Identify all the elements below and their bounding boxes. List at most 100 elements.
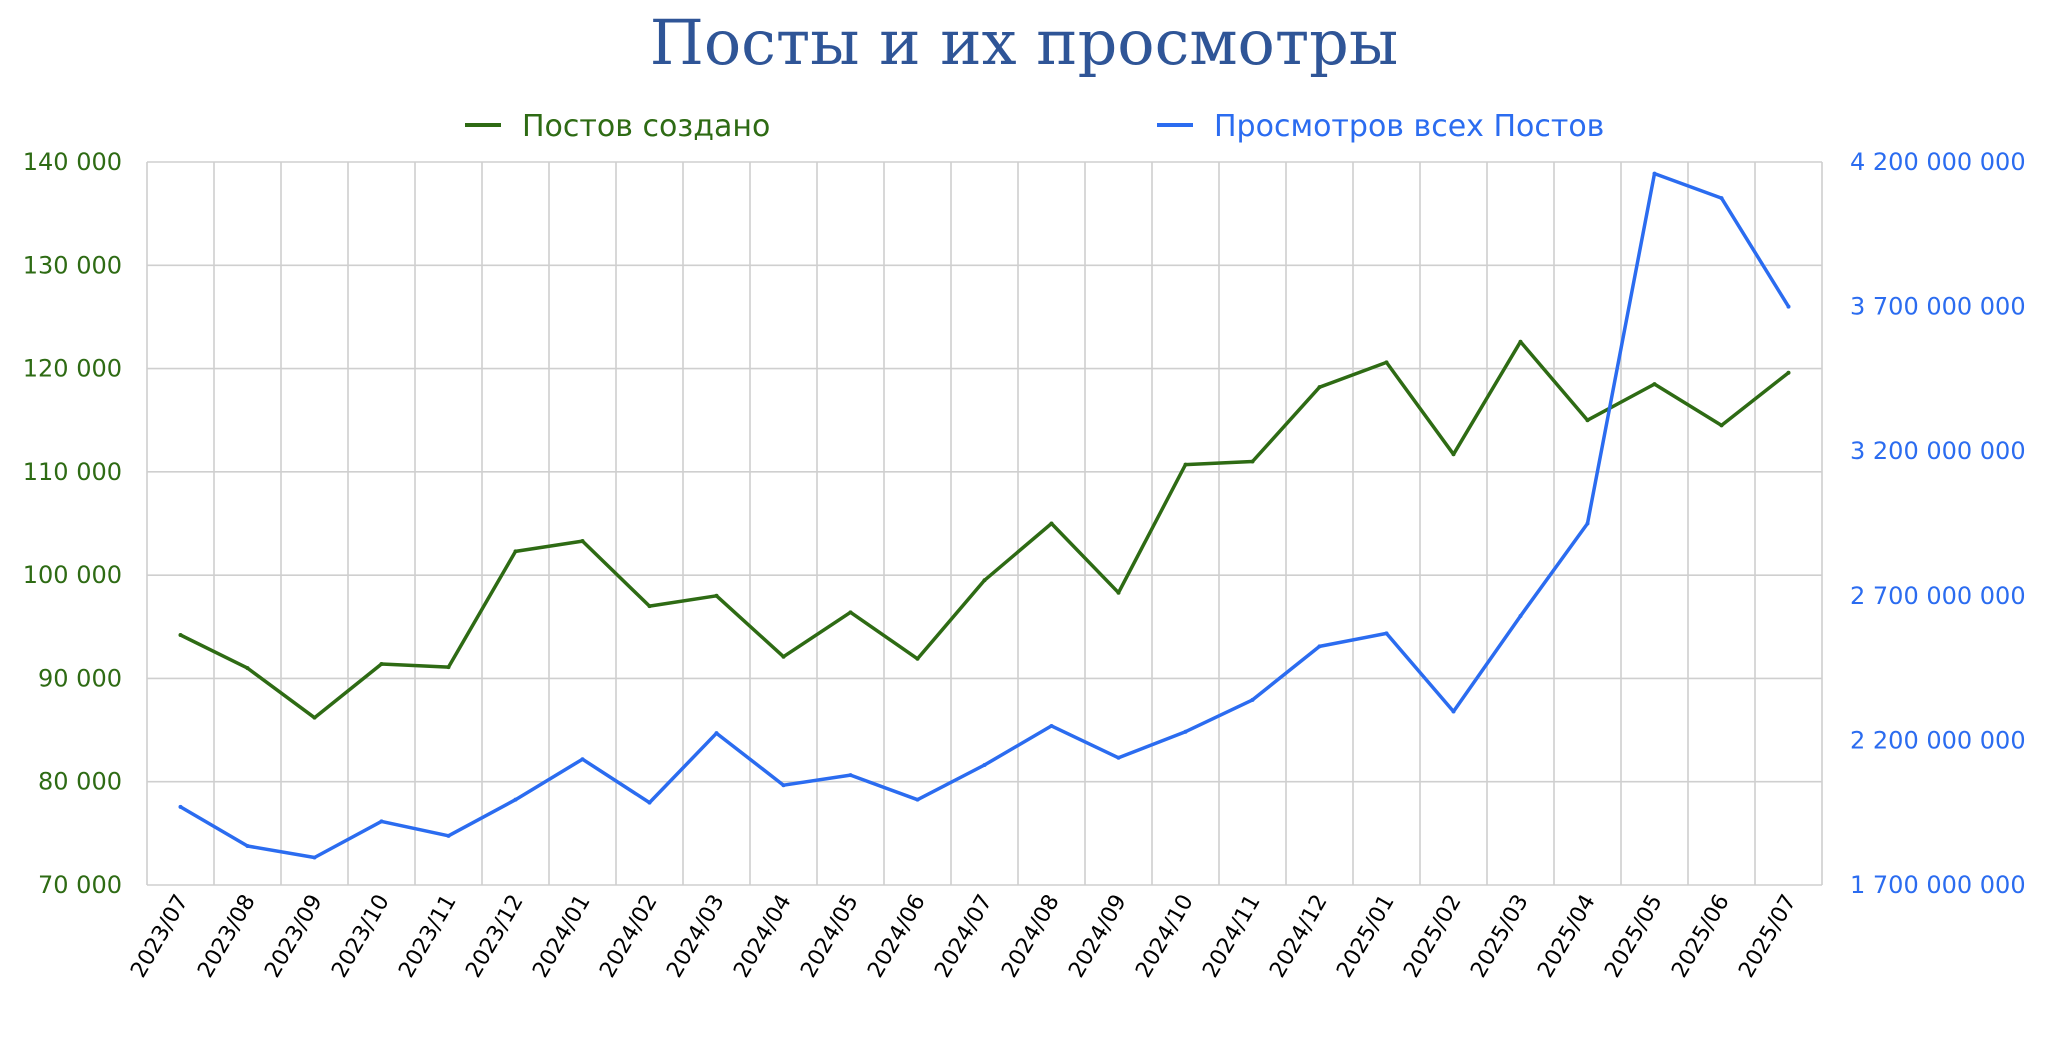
data-point — [647, 604, 652, 609]
data-point — [1451, 709, 1456, 714]
y-left-tick-label: 70 000 — [38, 871, 122, 899]
data-point — [1049, 521, 1054, 526]
data-point — [848, 610, 853, 615]
x-tick-label: 2025/05 — [1600, 891, 1667, 983]
grid — [146, 161, 1823, 886]
y-right-tick-label: 1 700 000 000 — [1850, 871, 2026, 899]
x-tick-label: 2024/07 — [930, 891, 997, 983]
x-tick-label: 2024/06 — [863, 891, 930, 983]
data-point — [915, 656, 920, 661]
y-left-tick-label: 100 000 — [23, 561, 122, 589]
y-left-tick-label: 110 000 — [23, 458, 122, 486]
x-tick-label: 2024/10 — [1131, 891, 1198, 983]
data-point — [781, 654, 786, 659]
data-point — [1317, 644, 1322, 649]
y-axis-left: 70 000 80 000 90 000 100 000 110 000 120 000 1… — [23, 148, 122, 899]
y-left-tick-label: 130 000 — [23, 251, 122, 279]
x-tick-label: 2025/07 — [1734, 891, 1801, 983]
legend-label: Постов создано — [522, 109, 770, 144]
legend-label: Просмотров всех Постов — [1214, 109, 1604, 144]
data-point — [1250, 459, 1255, 464]
x-tick-label: 2024/09 — [1064, 891, 1131, 983]
x-tick-label: 2023/11 — [394, 891, 461, 983]
y-right-tick-label: 2 200 000 000 — [1850, 726, 2026, 754]
series-lines — [178, 171, 1791, 860]
data-point — [513, 549, 518, 554]
x-tick-label: 2025/01 — [1332, 891, 1399, 983]
data-point — [1116, 590, 1121, 595]
data-point — [1585, 418, 1590, 423]
data-point — [1317, 385, 1322, 390]
y-left-tick-label: 90 000 — [38, 664, 122, 692]
y-left-tick-label: 120 000 — [23, 355, 122, 383]
y-right-tick-label: 3 200 000 000 — [1850, 437, 2026, 465]
y-axis-right: 1 700 000 000 2 200 000 000 2 700 000 000 3… — [1850, 148, 2026, 899]
data-point — [312, 715, 317, 720]
data-point — [1116, 755, 1121, 760]
x-tick-label: 2024/08 — [997, 891, 1064, 983]
data-point — [1451, 452, 1456, 457]
data-point — [1585, 521, 1590, 526]
data-point — [1384, 360, 1389, 365]
y-left-tick-label: 80 000 — [38, 768, 122, 796]
data-point — [245, 666, 250, 671]
data-point — [1719, 423, 1724, 428]
data-point — [446, 665, 451, 670]
x-tick-label: 2024/01 — [528, 891, 595, 983]
data-point — [1183, 729, 1188, 734]
data-point — [982, 578, 987, 583]
x-tick-label: 2024/03 — [662, 891, 729, 983]
x-tick-label: 2024/11 — [1198, 891, 1265, 983]
data-point — [1183, 462, 1188, 467]
data-point — [580, 539, 585, 544]
x-tick-label: 2025/02 — [1399, 891, 1466, 983]
data-point — [1518, 339, 1523, 344]
x-tick-label: 2025/04 — [1533, 891, 1600, 983]
x-tick-label: 2024/04 — [729, 891, 796, 983]
data-point — [714, 731, 719, 736]
x-tick-label: 2023/07 — [126, 891, 193, 983]
data-point — [1719, 196, 1724, 201]
x-tick-label: 2025/03 — [1466, 891, 1533, 983]
data-point — [178, 804, 183, 809]
data-point — [647, 800, 652, 805]
data-point — [446, 833, 451, 838]
data-point — [1384, 631, 1389, 636]
data-point — [1786, 304, 1791, 309]
data-point — [1786, 370, 1791, 375]
data-point — [982, 762, 987, 767]
data-point — [1250, 697, 1255, 702]
x-tick-label: 2025/06 — [1667, 891, 1734, 983]
y-right-tick-label: 2 700 000 000 — [1850, 582, 2026, 610]
x-tick-label: 2023/08 — [193, 891, 260, 983]
legend: Постов создано Просмотров всех Постов — [465, 109, 1604, 144]
x-axis: 2023/07 2023/08 2023/09 2023/10 2023/11 2023/… — [126, 891, 1801, 983]
y-right-tick-label: 4 200 000 000 — [1850, 148, 2026, 176]
x-tick-label: 2023/10 — [327, 891, 394, 983]
series-line-1 — [178, 339, 1791, 720]
data-point — [1518, 614, 1523, 619]
data-point — [312, 855, 317, 860]
data-point — [513, 797, 518, 802]
x-tick-label: 2024/05 — [796, 891, 863, 983]
data-point — [379, 819, 384, 824]
series-line-2 — [178, 171, 1791, 860]
x-tick-label: 2023/09 — [260, 891, 327, 983]
data-point — [915, 797, 920, 802]
data-point — [714, 593, 719, 598]
data-point — [178, 633, 183, 638]
data-point — [245, 843, 250, 848]
x-tick-label: 2023/12 — [461, 891, 528, 983]
data-point — [1652, 382, 1657, 387]
y-left-tick-label: 140 000 — [23, 148, 122, 176]
x-tick-label: 2024/12 — [1265, 891, 1332, 983]
x-tick-label: 2024/02 — [595, 891, 662, 983]
data-point — [781, 783, 786, 788]
data-point — [1652, 171, 1657, 176]
data-point — [379, 661, 384, 666]
data-point — [580, 757, 585, 762]
chart-title: Посты и их просмотры — [650, 6, 1398, 79]
data-point — [848, 773, 853, 778]
